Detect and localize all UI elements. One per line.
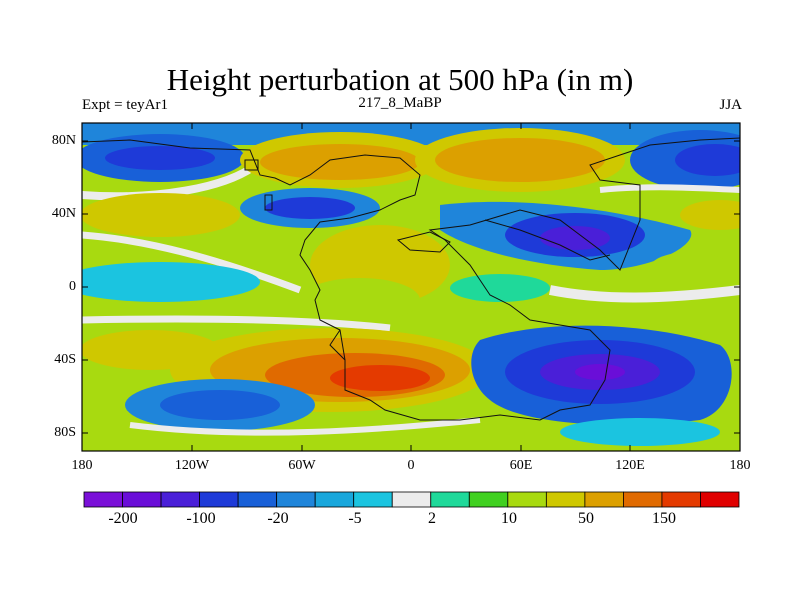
x-tick-label: 180 [729,458,751,473]
map-title: Height perturbation at 500 hPa (in m) [166,62,634,97]
colorbar-swatch [545,491,586,508]
colorbar-label: -5 [348,510,362,527]
colorbar-label: 50 [578,510,594,527]
colorbar-swatch [353,491,393,508]
contour-field [82,123,740,451]
continent-outlines [82,137,740,421]
colorbar-label: 2 [428,510,436,527]
colorbar-label: 10 [501,510,517,527]
colorbar-swatch [391,491,432,508]
colorbar-swatch [237,491,278,508]
colorbar-swatch [468,491,509,508]
colorbar [83,491,740,508]
colorbar-swatch [160,491,200,508]
y-tick-label: 0 [69,279,76,294]
axis-ticks [81,123,741,451]
y-tick-label: 80S [54,425,76,440]
colorbar-swatch [661,491,701,508]
y-tick-label: 80N [51,133,76,148]
x-tick-label: 180 [71,458,93,473]
experiment-label: Expt = teyAr1 [82,97,168,113]
x-tick-label: 60E [509,458,533,473]
x-tick-label: 60W [288,458,316,473]
y-tick-label: 40S [54,352,76,367]
colorbar-label: -20 [267,510,289,527]
colorbar-swatch [314,491,355,508]
colorbar-swatch [83,491,123,508]
y-tick-label: 40N [51,206,76,221]
colorbar-swatch [623,491,663,508]
x-tick-label: 0 [407,458,415,473]
time-label: 217_8_MaBP [358,95,442,111]
season-label: JJA [719,97,742,113]
colorbar-swatch [700,491,740,508]
colorbar-label: -100 [186,510,216,527]
colorbar-swatch [430,491,470,508]
colorbar-swatch [584,491,624,508]
colorbar-swatch [199,491,239,508]
colorbar-label: 150 [652,510,676,527]
x-tick-label: 120W [174,458,210,473]
colorbar-swatch [276,491,316,508]
colorbar-swatch [507,491,547,508]
colorbar-swatch [122,491,162,508]
colorbar-label: -200 [108,510,138,527]
x-tick-label: 120E [615,458,645,473]
